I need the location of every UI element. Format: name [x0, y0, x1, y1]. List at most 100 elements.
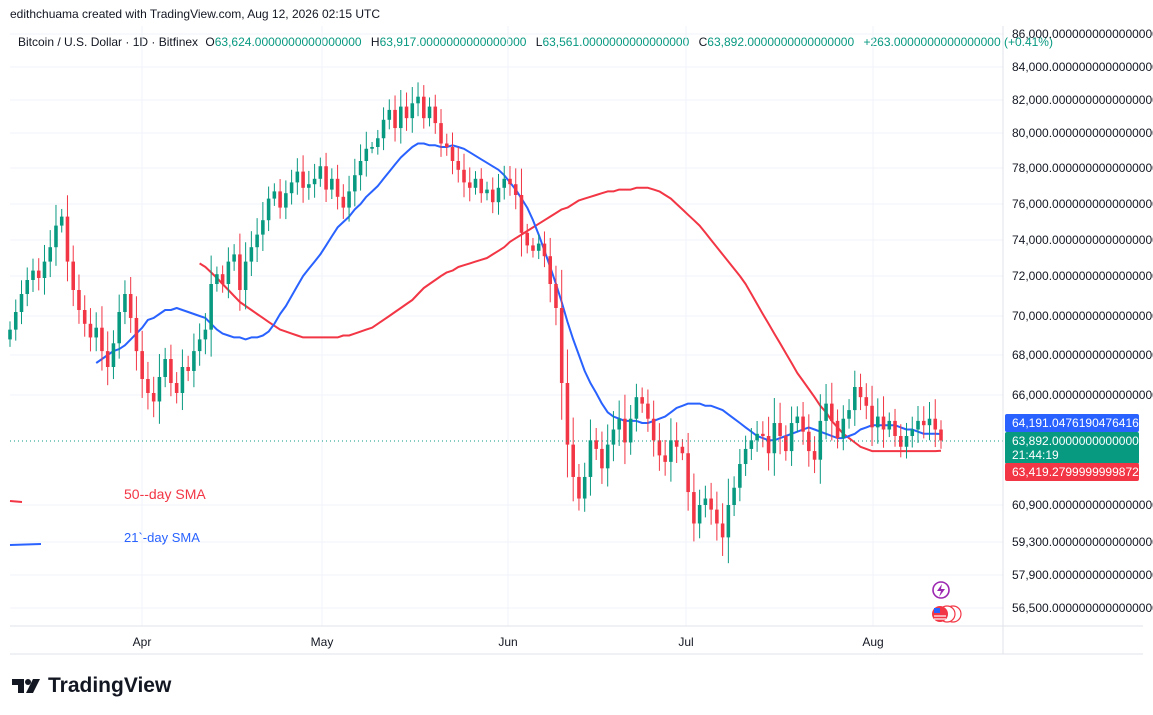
candle-up[interactable]	[54, 204, 58, 266]
candle-down[interactable]	[519, 168, 524, 257]
candle-down[interactable]	[82, 295, 87, 337]
candle-down[interactable]	[778, 402, 782, 455]
candle-down[interactable]	[220, 265, 225, 293]
candle-down[interactable]	[939, 420, 943, 449]
candle-up[interactable]	[427, 97, 432, 127]
candle-up[interactable]	[887, 412, 892, 438]
candle-down[interactable]	[784, 425, 788, 461]
candle-down[interactable]	[640, 387, 644, 413]
candle-up[interactable]	[755, 420, 759, 452]
candle-down[interactable]	[238, 233, 242, 311]
candle-up[interactable]	[295, 158, 300, 195]
candle-up[interactable]	[8, 321, 12, 347]
candle-up[interactable]	[502, 165, 507, 200]
candle-up[interactable]	[617, 400, 621, 446]
candle-up[interactable]	[789, 406, 794, 466]
candle-up[interactable]	[927, 402, 932, 441]
candle-down[interactable]	[715, 491, 719, 541]
candle-up[interactable]	[416, 82, 420, 117]
candle-down[interactable]	[278, 179, 282, 219]
candle-down[interactable]	[341, 184, 346, 219]
candle-down[interactable]	[565, 349, 570, 478]
candle-down[interactable]	[513, 168, 518, 210]
candle-down[interactable]	[548, 237, 552, 303]
candle-up[interactable]	[31, 258, 35, 292]
candle-down[interactable]	[542, 231, 547, 268]
time-axis[interactable]: Apr May Jun Jul Aug	[133, 635, 884, 649]
candle-down[interactable]	[335, 164, 340, 210]
candle-up[interactable]	[485, 181, 489, 201]
candle-up[interactable]	[376, 129, 380, 155]
candle-down[interactable]	[864, 383, 869, 420]
candle-down[interactable]	[623, 394, 627, 465]
candle-down[interactable]	[571, 417, 575, 502]
candle-down[interactable]	[301, 155, 305, 203]
candle-up[interactable]	[841, 405, 846, 451]
candle-down[interactable]	[766, 416, 771, 471]
candle-up[interactable]	[42, 244, 47, 295]
candle-down[interactable]	[881, 396, 886, 448]
candle-down[interactable]	[870, 385, 874, 446]
candle-up[interactable]	[876, 398, 880, 444]
candle-up[interactable]	[588, 419, 593, 496]
candle-down[interactable]	[393, 95, 397, 142]
candle-down[interactable]	[692, 473, 696, 542]
candle-up[interactable]	[732, 476, 736, 517]
candle-up[interactable]	[289, 169, 294, 205]
candle-up[interactable]	[25, 267, 30, 307]
candle-up[interactable]	[669, 418, 673, 482]
candle-up[interactable]	[795, 406, 800, 433]
candle-series[interactable]	[8, 82, 943, 564]
candle-down[interactable]	[77, 274, 81, 324]
candle-down[interactable]	[600, 431, 604, 484]
candle-down[interactable]	[404, 92, 409, 131]
candle-down[interactable]	[456, 147, 461, 183]
candle-up[interactable]	[312, 163, 317, 198]
candle-up[interactable]	[272, 183, 277, 206]
candle-up[interactable]	[749, 428, 754, 460]
candle-down[interactable]	[680, 439, 685, 461]
candle-up[interactable]	[364, 131, 369, 177]
candle-up[interactable]	[347, 175, 351, 222]
price-axis[interactable]: 86,000.0000000000000000 84,000.0000000000…	[1012, 27, 1153, 615]
candle-up[interactable]	[605, 424, 610, 487]
candle-down[interactable]	[898, 424, 903, 458]
candle-up[interactable]	[330, 168, 334, 199]
candle-down[interactable]	[433, 94, 438, 134]
candle-up[interactable]	[203, 313, 208, 355]
candle-up[interactable]	[209, 255, 213, 357]
candle-down[interactable]	[439, 109, 443, 157]
candle-up[interactable]	[634, 383, 639, 432]
candle-up[interactable]	[703, 485, 708, 518]
candle-down[interactable]	[479, 168, 484, 203]
candle-up[interactable]	[94, 312, 98, 352]
candle-up[interactable]	[180, 349, 185, 411]
candle-down[interactable]	[525, 223, 530, 254]
candle-down[interactable]	[508, 165, 512, 196]
candle-up[interactable]	[772, 398, 777, 476]
candle-up[interactable]	[111, 330, 116, 380]
candle-down[interactable]	[893, 408, 897, 447]
candle-down[interactable]	[186, 355, 190, 382]
candle-down[interactable]	[830, 382, 834, 441]
candle-down[interactable]	[801, 402, 805, 445]
candle-up[interactable]	[318, 157, 323, 187]
candle-down[interactable]	[151, 376, 156, 418]
candle-up[interactable]	[853, 370, 857, 426]
candle-down[interactable]	[577, 464, 581, 511]
candle-up[interactable]	[13, 299, 18, 341]
candle-up[interactable]	[824, 384, 828, 440]
candle-down[interactable]	[462, 153, 466, 198]
candle-up[interactable]	[243, 242, 248, 310]
candle-down[interactable]	[467, 167, 472, 202]
candle-down[interactable]	[657, 423, 662, 471]
candle-down[interactable]	[169, 344, 173, 397]
candle-down[interactable]	[807, 414, 811, 467]
candle-up[interactable]	[370, 142, 374, 154]
candle-up[interactable]	[496, 173, 501, 215]
candle-down[interactable]	[140, 330, 144, 398]
candle-down[interactable]	[146, 361, 150, 410]
candle-up[interactable]	[192, 333, 196, 388]
candle-down[interactable]	[71, 245, 75, 307]
